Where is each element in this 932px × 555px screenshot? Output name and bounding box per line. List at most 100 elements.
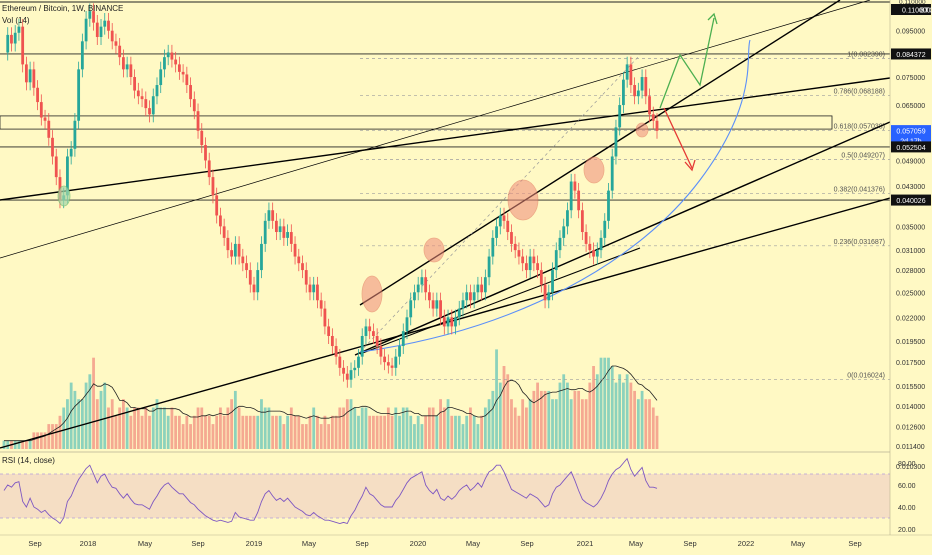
volume-bar — [521, 399, 525, 449]
price-tick-label: 0.014000 — [896, 404, 925, 411]
volume-bar — [442, 407, 446, 449]
volume-bar — [140, 415, 144, 449]
currency-tag: BTC — [920, 8, 932, 15]
candle-body — [122, 57, 125, 70]
volume-bar — [327, 424, 331, 449]
price-tick-label: 0.028000 — [896, 268, 925, 275]
volume-bar — [200, 407, 204, 449]
price-tick-label: 0.031000 — [896, 248, 925, 255]
volume-bar — [278, 415, 282, 449]
volume-bars — [2, 349, 659, 449]
price-tag-label: 0.052504 — [896, 145, 925, 152]
candle-body — [263, 220, 267, 244]
volume-bar — [603, 357, 607, 449]
candle-body — [592, 250, 595, 257]
candle-body — [562, 226, 566, 238]
candle-body — [107, 20, 110, 31]
volume-bar — [118, 407, 122, 449]
trendline-thin[interactable] — [0, 0, 871, 259]
candle-body — [618, 105, 622, 128]
candle-body — [222, 226, 226, 238]
candle-body — [625, 64, 629, 80]
volume-bar — [353, 407, 357, 449]
candle-body — [13, 32, 17, 44]
volume-bar — [558, 382, 562, 449]
candle-body — [39, 102, 43, 118]
candle-body — [133, 77, 136, 91]
volume-bar — [595, 374, 599, 449]
parabolic-curve[interactable] — [359, 39, 751, 353]
volume-bar — [457, 415, 461, 449]
candle-body — [480, 284, 484, 293]
candle-body — [383, 356, 387, 363]
candle-body — [103, 20, 107, 27]
time-label: May — [466, 539, 480, 548]
volume-bar — [219, 407, 222, 449]
volume-bar — [84, 382, 88, 449]
volume-bar — [66, 399, 69, 449]
candle-body — [24, 64, 28, 83]
volume-bar — [536, 382, 539, 449]
volume-bar — [323, 415, 327, 449]
candle-body — [17, 26, 21, 33]
volume-bar — [230, 399, 234, 449]
candle-body — [66, 156, 69, 196]
candle-body — [498, 215, 502, 227]
volume-bar — [450, 415, 454, 449]
price-zone-box[interactable] — [0, 115, 833, 130]
volume-bar — [163, 407, 166, 449]
candle-body — [301, 263, 304, 271]
volume-bar — [36, 432, 39, 449]
volume-bar — [622, 382, 625, 449]
candle-body — [192, 99, 196, 112]
volume-bar — [532, 390, 536, 449]
volume-bar — [88, 374, 92, 449]
candle-body — [293, 243, 297, 257]
arrow-head — [707, 12, 718, 25]
candle-body — [465, 292, 469, 301]
fib-label: 0(0.016024) — [847, 372, 885, 379]
volume-bar — [454, 415, 457, 449]
volume-bar — [17, 440, 21, 449]
volume-bar — [92, 357, 95, 449]
price-tick-label: 0.095000 — [896, 29, 925, 36]
volume-bar — [498, 382, 502, 449]
volume-bar — [413, 424, 416, 449]
fib-trend-connector — [359, 54, 641, 353]
volume-bar — [588, 382, 592, 449]
candle-body — [554, 250, 558, 271]
volume-bar — [39, 432, 43, 449]
rsi-path — [3, 457, 658, 525]
candle-body — [398, 346, 401, 357]
candle-body — [364, 326, 368, 336]
trendline-long-resistance[interactable] — [0, 77, 891, 201]
volume-bar — [129, 415, 133, 449]
volume-bar — [274, 415, 278, 449]
symbol-title: Ethereum / Bitcoin, 1W, BINANCE — [2, 4, 124, 13]
candle-body — [95, 22, 99, 38]
candle-body — [241, 256, 245, 264]
volume-bar — [360, 407, 364, 449]
time-label: May — [791, 539, 805, 548]
candle-body — [73, 120, 77, 149]
candle-body — [495, 226, 498, 238]
candle-body — [151, 96, 155, 115]
volume-bar — [125, 407, 129, 449]
candle-body — [88, 11, 92, 19]
candle-body — [603, 220, 607, 238]
candle-body — [233, 243, 237, 257]
candle-body — [502, 215, 506, 221]
candle-body — [84, 18, 88, 42]
fib-label: 1(0.082390) — [847, 52, 885, 59]
candle-body — [379, 346, 383, 357]
candle-body — [446, 317, 450, 327]
candle-body — [47, 120, 51, 138]
highlight-ellipse-green — [57, 185, 71, 207]
candle-body — [394, 356, 398, 368]
candle-body — [144, 99, 148, 109]
candle-body — [342, 367, 345, 374]
candle-body — [319, 300, 323, 309]
volume-bar — [248, 415, 252, 449]
